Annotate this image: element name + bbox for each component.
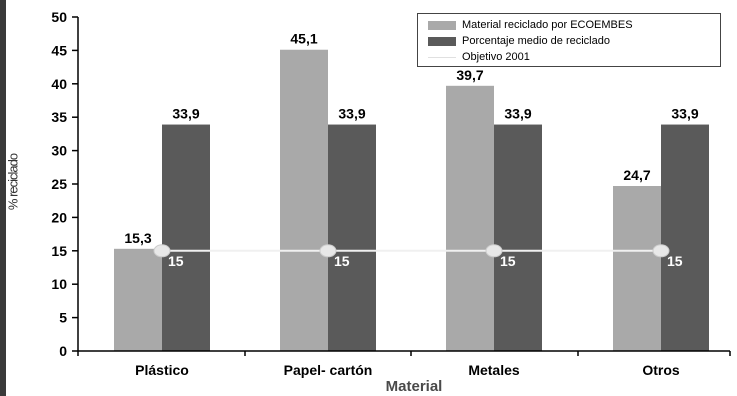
y-tick-label-5: 25 [51, 176, 67, 192]
legend-swatch-average [428, 37, 456, 46]
objective-label-0: 15 [168, 253, 184, 269]
bar-average-0 [162, 124, 210, 351]
objective-marker-3 [652, 244, 670, 258]
y-tick-label-3: 15 [51, 243, 67, 259]
legend: Material reciclado por ECOEMBES Porcenta… [417, 13, 721, 67]
data-label-ecoembes-3: 24,7 [623, 167, 650, 183]
bar-average-1 [328, 124, 376, 351]
bar-average-3 [661, 124, 709, 351]
x-tick-label-2: Metales [468, 362, 520, 378]
bar-ecoembes-1 [280, 49, 328, 352]
y-tick-label-1: 5 [59, 310, 67, 326]
objective-label-3: 15 [667, 253, 683, 269]
y-tick-label-8: 40 [51, 76, 67, 92]
y-tick-label-6: 30 [51, 143, 67, 159]
data-label-ecoembes-1: 45,1 [290, 31, 317, 47]
y-tick-label-4: 20 [51, 209, 67, 225]
bar-ecoembes-0 [114, 248, 162, 351]
legend-swatch-ecoembes [428, 21, 456, 30]
x-tick-label-0: Plástico [135, 362, 189, 378]
y-tick-label-2: 10 [51, 276, 67, 292]
objective-marker-1 [319, 244, 337, 258]
legend-swatch-objective [428, 57, 456, 58]
left-edge-strip [0, 0, 6, 396]
data-label-average-3: 33,9 [671, 106, 698, 122]
y-tick-label-7: 35 [51, 109, 67, 125]
legend-label-objective: Objetivo 2001 [462, 51, 530, 63]
x-axis-title: Material [386, 378, 443, 395]
data-label-ecoembes-2: 39,7 [456, 67, 483, 83]
objective-label-2: 15 [500, 253, 516, 269]
data-label-average-1: 33,9 [338, 106, 365, 122]
bar-ecoembes-3 [613, 186, 661, 351]
objective-marker-0 [153, 244, 171, 258]
data-label-average-0: 33,9 [172, 106, 199, 122]
y-tick-label-10: 50 [51, 9, 67, 25]
x-tick-label-1: Papel- cartón [284, 362, 373, 378]
x-tick-label-3: Otros [642, 362, 680, 378]
y-tick-label-0: 0 [59, 343, 67, 359]
legend-label-ecoembes: Material reciclado por ECOEMBES [462, 19, 633, 31]
data-label-ecoembes-0: 15,3 [124, 230, 151, 246]
objective-marker-2 [485, 244, 503, 258]
bar-ecoembes-2 [446, 85, 494, 351]
legend-label-average: Porcentaje medio de reciclado [462, 35, 610, 47]
bar-average-2 [494, 124, 542, 351]
y-tick-label-9: 45 [51, 42, 67, 58]
objective-label-1: 15 [334, 253, 350, 269]
data-label-average-2: 33,9 [504, 106, 531, 122]
